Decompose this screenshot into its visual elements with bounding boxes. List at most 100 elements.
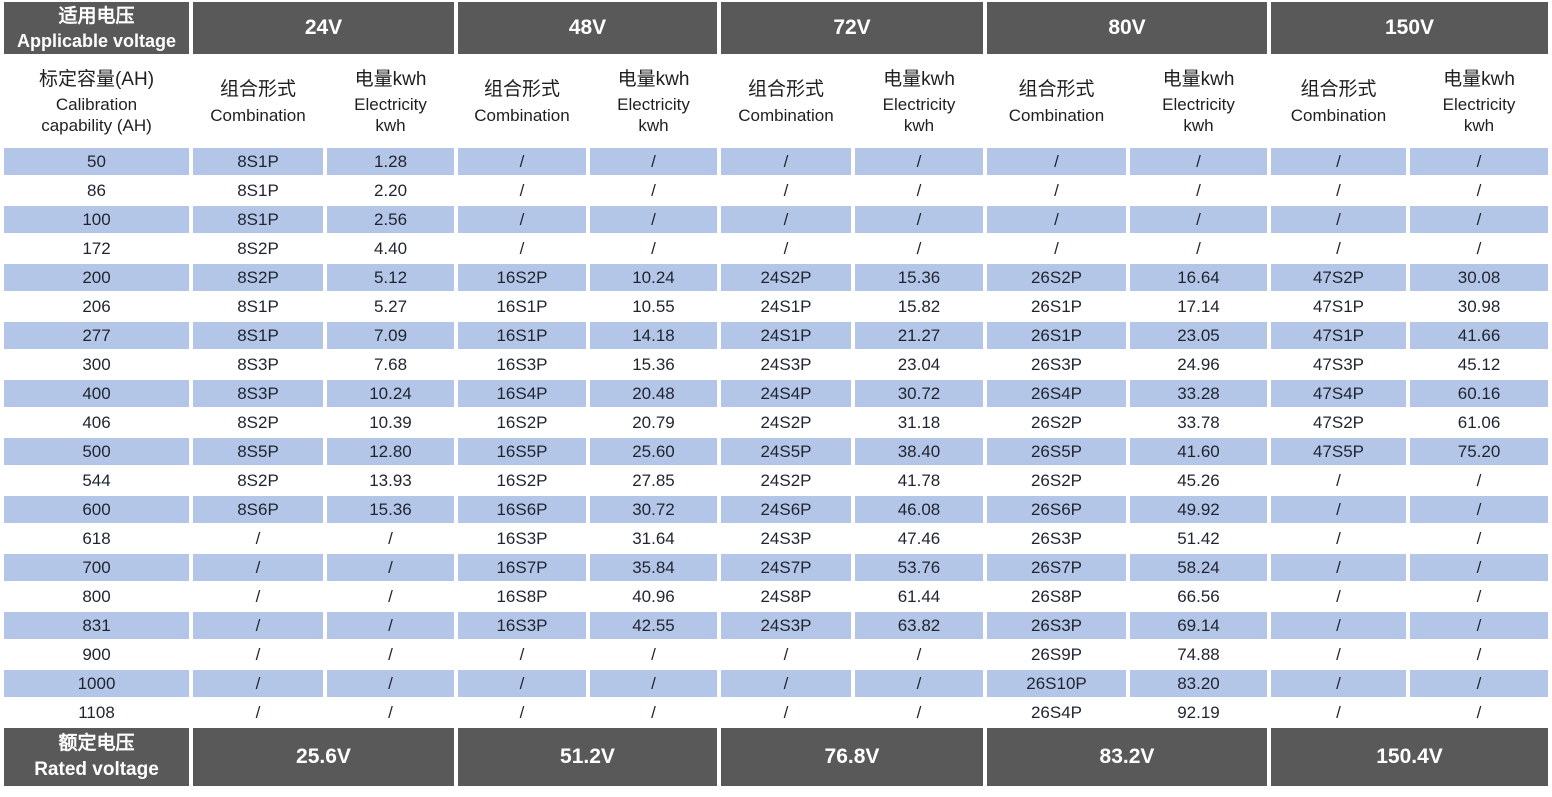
combination-header: 组合形式 Combination xyxy=(193,56,323,146)
electricity-header-en2: kwh xyxy=(375,116,406,136)
data-cell: 15.36 xyxy=(855,264,983,291)
electricity-header-zh: 电量kwh xyxy=(354,68,427,90)
data-cell: 27.85 xyxy=(590,467,717,494)
table-row: 800//16S8P 40.96 24S8P 61.44 26S8P 66.56// xyxy=(4,583,1549,610)
combination-header: 组合形式 Combination xyxy=(1271,56,1406,146)
data-cell: / xyxy=(1130,235,1267,262)
data-cell: 49.92 xyxy=(1130,496,1267,523)
data-cell: 61.44 xyxy=(855,583,983,610)
capacity-cell: 700 xyxy=(4,554,189,581)
rated-voltage-72v: 76.8V xyxy=(721,728,983,786)
data-cell: / xyxy=(987,177,1126,204)
data-cell: 8S2P xyxy=(193,264,323,291)
data-cell: / xyxy=(855,699,983,726)
data-cell: / xyxy=(458,670,586,697)
data-cell: / xyxy=(458,206,586,233)
capacity-cell: 544 xyxy=(4,467,189,494)
data-cell: / xyxy=(855,177,983,204)
data-cell: 45.12 xyxy=(1410,351,1549,378)
data-cell: 10.24 xyxy=(590,264,717,291)
data-cell: 30.72 xyxy=(855,380,983,407)
table-row: 277 8S1P 7.09 16S1P 14.18 24S1P 21.27 26S1P 23.0… xyxy=(4,322,1549,349)
data-cell: 8S1P xyxy=(193,148,323,175)
data-cell: 47S3P xyxy=(1271,351,1406,378)
data-cell: / xyxy=(1271,496,1406,523)
capacity-cell: 831 xyxy=(4,612,189,639)
data-cell: / xyxy=(1410,177,1549,204)
table-row: 618//16S3P 31.64 24S3P 47.46 26S3P 51.42// xyxy=(4,525,1549,552)
data-cell: / xyxy=(721,177,851,204)
voltage-header-72v: 72V xyxy=(721,2,983,54)
data-cell: 24S8P xyxy=(721,583,851,610)
data-cell: 92.19 xyxy=(1130,699,1267,726)
data-cell: / xyxy=(193,554,323,581)
combination-header-zh: 组合形式 xyxy=(747,79,824,101)
capacity-cell: 277 xyxy=(4,322,189,349)
data-cell: 12.80 xyxy=(327,438,454,465)
electricity-header-en2: kwh xyxy=(638,116,669,136)
capacity-cell: 86 xyxy=(4,177,189,204)
combination-header-en: Combination xyxy=(738,105,834,125)
data-cell: / xyxy=(987,206,1126,233)
data-cell: 21.27 xyxy=(855,322,983,349)
data-cell: 23.04 xyxy=(855,351,983,378)
data-cell: 16S2P xyxy=(458,264,586,291)
data-cell: 16S8P xyxy=(458,583,586,610)
data-cell: / xyxy=(590,206,717,233)
data-cell: 16S2P xyxy=(458,409,586,436)
data-cell: 41.66 xyxy=(1410,322,1549,349)
capacity-cell: 600 xyxy=(4,496,189,523)
capacity-cell: 500 xyxy=(4,438,189,465)
data-cell: / xyxy=(327,670,454,697)
combination-header-zh: 组合形式 xyxy=(219,79,296,101)
data-cell: 8S1P xyxy=(193,293,323,320)
data-cell: 2.20 xyxy=(327,177,454,204)
combination-header-en: Combination xyxy=(1008,105,1105,125)
data-cell: / xyxy=(855,148,983,175)
data-cell: 31.18 xyxy=(855,409,983,436)
subheader-row: 标定容量(AH) Calibration capability (AH) 组合形… xyxy=(4,56,1549,146)
data-cell: 8S1P xyxy=(193,206,323,233)
table-row: 100 8S1P 2.56// / / / / / / xyxy=(4,206,1549,233)
data-cell: 26S5P xyxy=(987,438,1126,465)
data-cell: / xyxy=(327,554,454,581)
data-cell: / xyxy=(1410,641,1549,668)
combination-header-en: Combination xyxy=(474,105,570,125)
data-cell: 20.79 xyxy=(590,409,717,436)
capacity-cell: 172 xyxy=(4,235,189,262)
data-cell: 61.06 xyxy=(1410,409,1549,436)
data-cell: 26S9P xyxy=(987,641,1126,668)
capacity-cell: 406 xyxy=(4,409,189,436)
rated-voltage-row: 额定电压 Rated voltage 25.6V 51.2V 76.8V 83.2V 1… xyxy=(4,728,1549,786)
data-cell: / xyxy=(1410,148,1549,175)
data-cell: / xyxy=(590,670,717,697)
applicable-voltage-en: Applicable voltage xyxy=(16,30,177,51)
data-cell: 24S3P xyxy=(721,525,851,552)
table-row: 1000// / / //26S10P 83.20// xyxy=(4,670,1549,697)
data-cell: 42.55 xyxy=(590,612,717,639)
electricity-header-en2: kwh xyxy=(903,116,935,136)
table-row: 406 8S2P 10.39 16S2P 20.79 24S2P 31.18 26S2P 33.… xyxy=(4,409,1549,436)
electricity-header-en2: kwh xyxy=(1463,116,1495,136)
table-row: 900// / / //26S9P 74.88// xyxy=(4,641,1549,668)
combination-header: 组合形式 Combination xyxy=(987,56,1126,146)
data-cell: 8S3P xyxy=(193,380,323,407)
table-row: 50 8S1P 1.28// / / / / / / xyxy=(4,148,1549,175)
data-cell: 15.36 xyxy=(590,351,717,378)
capacity-cell: 100 xyxy=(4,206,189,233)
data-cell: 7.68 xyxy=(327,351,454,378)
data-cell: / xyxy=(1271,583,1406,610)
data-cell: / xyxy=(855,641,983,668)
data-cell: 60.16 xyxy=(1410,380,1549,407)
data-cell: 26S3P xyxy=(987,612,1126,639)
data-cell: / xyxy=(590,235,717,262)
data-cell: 24S1P xyxy=(721,293,851,320)
table-row: 544 8S2P 13.93 16S2P 27.85 24S2P 41.78 26S2P 45.… xyxy=(4,467,1549,494)
combination-header-zh: 组合形式 xyxy=(483,79,560,101)
data-cell: 45.26 xyxy=(1130,467,1267,494)
data-cell: 23.05 xyxy=(1130,322,1267,349)
capacity-cell: 800 xyxy=(4,583,189,610)
data-cell: 24S5P xyxy=(721,438,851,465)
data-cell: / xyxy=(193,525,323,552)
